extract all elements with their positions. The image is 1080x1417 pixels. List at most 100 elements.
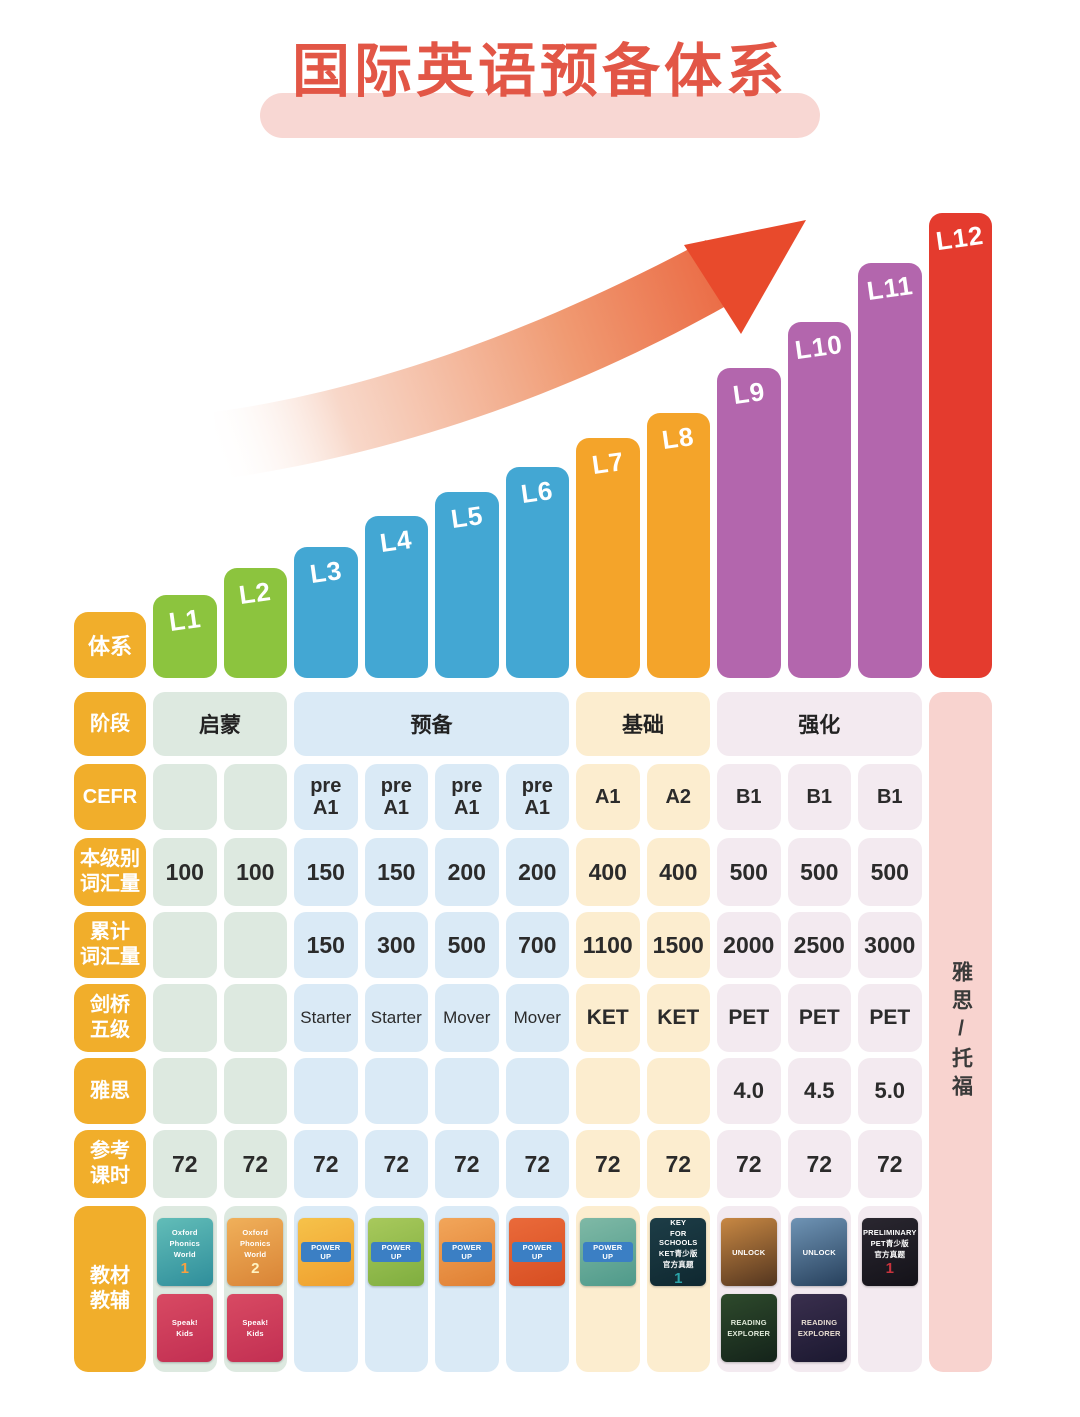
book-title-line: Oxford [242, 1228, 269, 1237]
cum_vocab-cell-L10: 2500 [787, 912, 851, 978]
books-cell-L2: Oxford Phonics World 2 Speak! Kids [223, 1206, 287, 1372]
cefr-cell-L9: B1 [717, 764, 781, 830]
cambridge-cell-L7: KET [576, 984, 640, 1052]
cefr-cell-L1 [153, 764, 217, 830]
ielts-cell-L5 [435, 1058, 499, 1124]
title-highlight-pill [260, 93, 820, 138]
book-title-line: POWER UP [371, 1242, 422, 1262]
level_vocab-cell-L8: 400 [646, 838, 710, 906]
cambridge-cell-L1 [153, 984, 217, 1052]
cefr-cell-L7: A1 [576, 764, 640, 830]
bar-L8: L8 [646, 413, 710, 678]
hours-cell-L3: 72 [294, 1130, 358, 1198]
hours-cell-L8: 72 [646, 1130, 710, 1198]
level-bar-chart: 体系 L1 L2 L3 L4 L5 L6 L7 L8 L9 L10 L11 L12 [74, 200, 992, 678]
cum_vocab-cell-L6: 700 [505, 912, 569, 978]
hours-cell-L5: 72 [435, 1130, 499, 1198]
books-cell-L11: PRELIMINARY PET青少版 官方真题 1 [858, 1206, 922, 1372]
hours-cell-L6: 72 [505, 1130, 569, 1198]
bar-label-L1: L1 [166, 602, 203, 638]
ielts-cell-L2 [223, 1058, 287, 1124]
book-title-line: POWER UP [582, 1242, 633, 1262]
level_vocab-cell-L7: 400 [576, 838, 640, 906]
ielts-cell-L9: 4.0 [717, 1058, 781, 1124]
cefr-cell-L11: B1 [858, 764, 922, 830]
book-title-line: EXPLORER [727, 1329, 771, 1338]
book-cover: Oxford Phonics World 2 [227, 1218, 284, 1286]
book-title-line: Kids [176, 1329, 194, 1338]
book-title-line: Phonics [169, 1239, 201, 1248]
level_vocab-cell-L2: 100 [223, 838, 287, 906]
ielts-cell-L3 [294, 1058, 358, 1124]
bar-label-L9: L9 [730, 375, 767, 411]
book-title-line: POWER UP [441, 1242, 492, 1262]
stage-cell-1: 预备 [294, 692, 569, 756]
page-title: 国际英语预备体系 [291, 39, 788, 104]
bar-label-L7: L7 [589, 445, 626, 481]
book-cover: POWER UP [579, 1218, 636, 1286]
row-cefr: CEFR pre A1 pre A1 pre A1 pre A1 A1 A2 B1 B1 B1 [74, 764, 992, 830]
row-label-hours: 参考 课时 [74, 1130, 146, 1198]
book-cover: Oxford Phonics World 1 [156, 1218, 213, 1286]
books-cell-L1: Oxford Phonics World 1 Speak! Kids [153, 1206, 217, 1372]
row-label-cefr: CEFR [74, 764, 146, 830]
hours-cell-L11: 72 [858, 1130, 922, 1198]
book-cover: UNLOCK [791, 1218, 848, 1286]
row-level_vocab: 本级别 词汇量 100 100 150 150 200 200 400 400 500 500 500 [74, 838, 992, 906]
book-title-line: 官方真题 [874, 1250, 906, 1259]
cum_vocab-cell-L8: 1500 [646, 912, 710, 978]
ielts-cell-L7 [576, 1058, 640, 1124]
books-cell-L4: POWER UP [364, 1206, 428, 1372]
bar-L7: L7 [576, 438, 640, 678]
row-hours: 参考 课时 72 72 72 72 72 72 72 72 72 72 72 [74, 1130, 992, 1198]
cambridge-cell-L6: Mover [505, 984, 569, 1052]
cum_vocab-cell-L11: 3000 [858, 912, 922, 978]
level_vocab-cell-L11: 500 [858, 838, 922, 906]
row-label-level_vocab: 本级别 词汇量 [74, 838, 146, 906]
hours-cell-L2: 72 [223, 1130, 287, 1198]
level_vocab-cell-L4: 150 [364, 838, 428, 906]
book-cover: Speak! Kids [156, 1294, 213, 1362]
row-label-cambridge: 剑桥 五级 [74, 984, 146, 1052]
book-title-line: POWER UP [512, 1242, 563, 1262]
cum_vocab-cell-L7: 1100 [576, 912, 640, 978]
cum_vocab-cell-L2 [223, 912, 287, 978]
books-cell-L10: UNLOCK READING EXPLORER [787, 1206, 851, 1372]
books-cell-L3: POWER UP [294, 1206, 358, 1372]
row-cum_vocab: 累计 词汇量 150 300 500 700 1100 1500 2000 2500 3000 [74, 912, 992, 978]
books-cell-L9: UNLOCK READING EXPLORER [717, 1206, 781, 1372]
ielts-cell-L4 [364, 1058, 428, 1124]
book-cover: UNLOCK [720, 1218, 777, 1286]
stage-cell-2: 基础 [576, 692, 710, 756]
book-title-line: KEY [670, 1218, 687, 1227]
row-stage: 阶段 启蒙 预备 基础 强化 [74, 692, 992, 756]
cambridge-cell-L8: KET [646, 984, 710, 1052]
book-title-line: Oxford [171, 1228, 198, 1237]
book-title-line: POWER UP [300, 1242, 351, 1262]
book-title-line: Speak! [242, 1318, 269, 1327]
stage-cell-0: 启蒙 [153, 692, 287, 756]
cefr-cell-L8: A2 [646, 764, 710, 830]
bar-label-L6: L6 [519, 474, 556, 510]
cum_vocab-cell-L4: 300 [364, 912, 428, 978]
book-cover: POWER UP [297, 1218, 354, 1286]
bar-label-L10: L10 [793, 328, 845, 366]
level_vocab-cell-L9: 500 [717, 838, 781, 906]
book-title-line: PRELIMINARY [862, 1228, 917, 1237]
bar-L4: L4 [364, 516, 428, 678]
ielts-cell-L6 [505, 1058, 569, 1124]
book-title-line: PET青少版 [870, 1239, 909, 1248]
row-label-cum_vocab: 累计 词汇量 [74, 912, 146, 978]
ielts-toefl-label: 雅思/托福 [949, 961, 973, 1103]
cambridge-cell-L10: PET [787, 984, 851, 1052]
hours-cell-L1: 72 [153, 1130, 217, 1198]
bar-label-L5: L5 [448, 499, 485, 535]
bar-L11: L11 [858, 263, 922, 678]
hours-cell-L9: 72 [717, 1130, 781, 1198]
cefr-cell-L3: pre A1 [294, 764, 358, 830]
hours-cell-L7: 72 [576, 1130, 640, 1198]
book-title-line: UNLOCK [732, 1247, 766, 1257]
hours-cell-L10: 72 [787, 1130, 851, 1198]
bar-L9: L9 [717, 368, 781, 678]
